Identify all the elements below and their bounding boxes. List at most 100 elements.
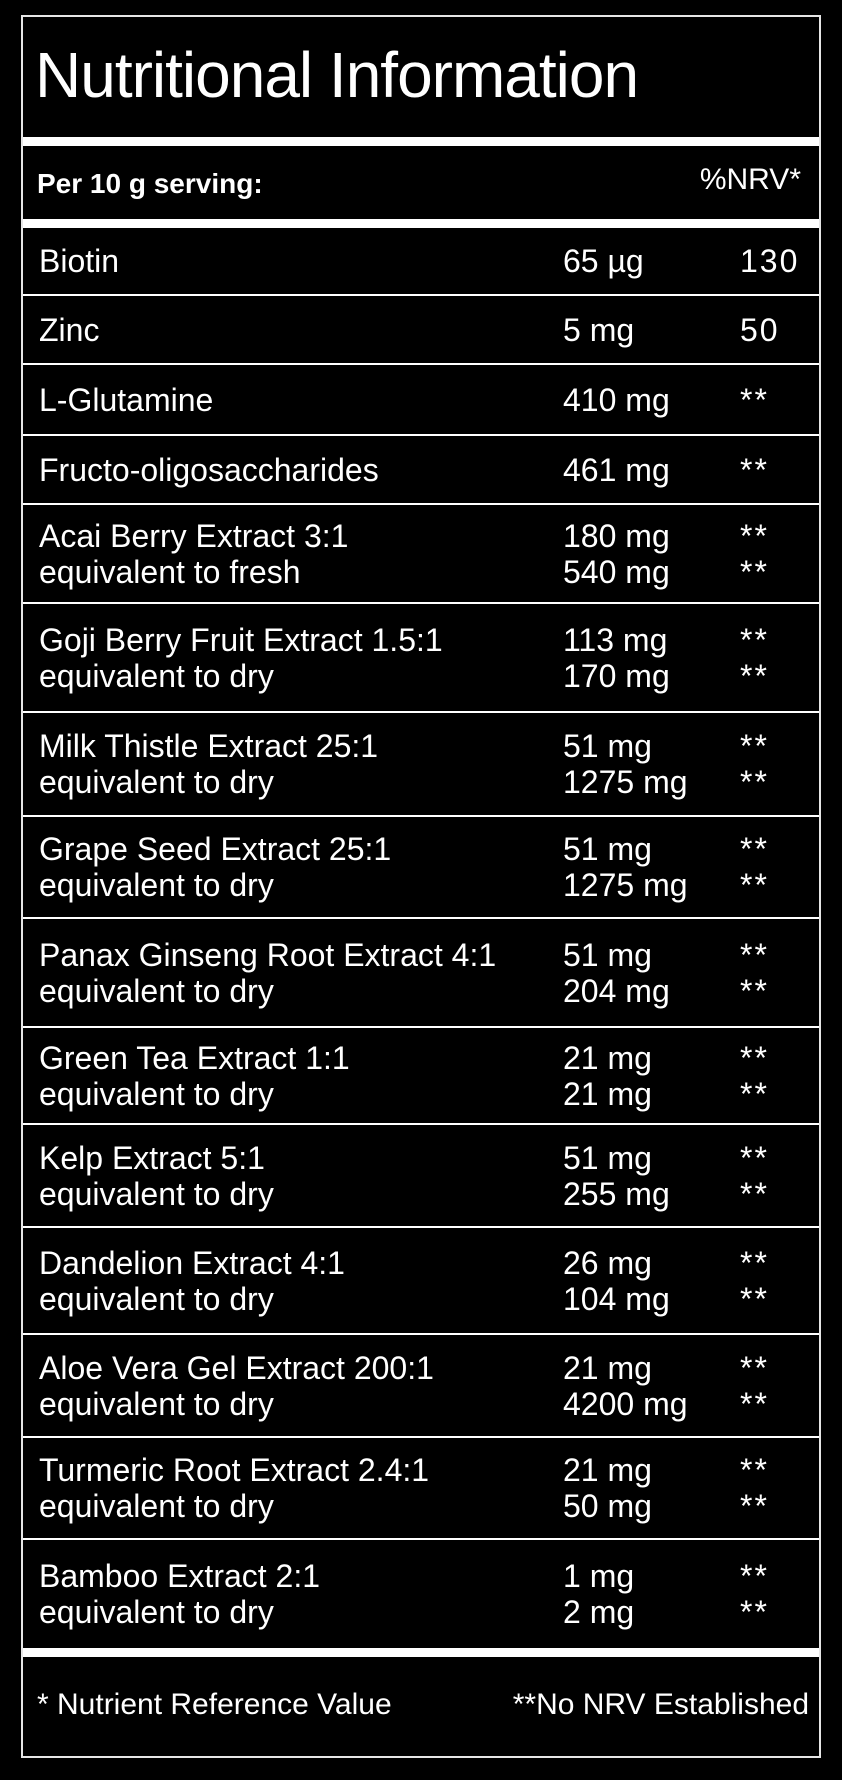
nutrient-name: Fructo-oligosaccharides xyxy=(39,452,379,488)
nutrient-nrv: ** ** xyxy=(740,1040,769,1112)
nutrient-nrv-line: ** xyxy=(740,1594,769,1630)
nutrient-amount-line: 113 mg xyxy=(563,621,668,658)
nutrient-name-line: Zinc xyxy=(39,311,100,348)
nutrient-name-line: equivalent to dry xyxy=(39,867,274,903)
nutrient-nrv-line: ** xyxy=(740,1244,769,1281)
nutrient-row: Zinc 5 mg 50 xyxy=(23,294,819,363)
nutrient-row: L-Glutamine 410 mg ** xyxy=(23,363,819,434)
nutrient-name: Turmeric Root Extract 2.4:1 equivalent to… xyxy=(39,1452,429,1524)
nutrient-nrv: ** ** xyxy=(740,622,769,694)
nutrient-nrv: ** ** xyxy=(740,1245,769,1317)
nutrient-amount: 26 mg 104 mg xyxy=(563,1245,670,1317)
nutrient-name-line: equivalent to dry xyxy=(39,764,274,800)
nutrient-name-line: Green Tea Extract 1:1 xyxy=(39,1039,350,1076)
nutrient-name-line: equivalent to fresh xyxy=(39,553,301,590)
nutrient-name: Dandelion Extract 4:1 equivalent to dry xyxy=(39,1245,345,1317)
nutrient-row: Bamboo Extract 2:1 equivalent to dry 1 mg 2… xyxy=(23,1538,819,1648)
nutrient-nrv-line: ** xyxy=(740,831,769,867)
nutrient-amount: 180 mg 540 mg xyxy=(563,518,670,590)
nutrient-nrv-line: ** xyxy=(740,657,769,694)
nutrient-nrv-line: ** xyxy=(740,972,769,1009)
nutrient-row: Turmeric Root Extract 2.4:1 equivalent to… xyxy=(23,1436,819,1538)
nutrient-nrv-line: ** xyxy=(740,1175,769,1212)
nutrient-amount: 51 mg 255 mg xyxy=(563,1140,670,1212)
nutrient-name-line: Dandelion Extract 4:1 xyxy=(39,1244,345,1281)
nutrient-nrv: ** ** xyxy=(740,1452,769,1524)
nutrient-nrv-line: ** xyxy=(740,1280,769,1317)
nutrient-nrv: ** ** xyxy=(740,937,769,1009)
nutrient-name: Kelp Extract 5:1 equivalent to dry xyxy=(39,1140,274,1212)
nutrient-row: Milk Thistle Extract 25:1 equivalent to d… xyxy=(23,711,819,815)
nutrient-row: Fructo-oligosaccharides 461 mg ** xyxy=(23,434,819,503)
nutrient-name: Green Tea Extract 1:1 equivalent to dry xyxy=(39,1040,350,1112)
nutrient-amount-line: 21 mg xyxy=(563,1039,652,1076)
nutrient-name-line: Goji Berry Fruit Extract 1.5:1 xyxy=(39,621,443,658)
nutrient-amount-line: 180 mg xyxy=(563,517,670,554)
nutrient-nrv-line: ** xyxy=(740,764,769,800)
nutrient-name-line: Turmeric Root Extract 2.4:1 xyxy=(39,1452,430,1488)
nutrient-name-line: Biotin xyxy=(39,242,120,279)
nutrient-row: Grape Seed Extract 25:1 equivalent to dry… xyxy=(23,815,819,917)
nutrient-amount-line: 4200 mg xyxy=(563,1385,688,1422)
nutrient-amount: 21 mg 50 mg xyxy=(563,1452,652,1524)
footnote-no-nrv: **No NRV Established xyxy=(512,1688,809,1721)
nutrient-name-line: equivalent to dry xyxy=(39,1385,274,1422)
nutrient-amount-line: 540 mg xyxy=(563,553,670,590)
nutrient-nrv: ** ** xyxy=(740,1350,769,1422)
nutrient-amount: 113 mg 170 mg xyxy=(563,622,670,694)
nutrient-name: Aloe Vera Gel Extract 200:1 equivalent to… xyxy=(39,1350,434,1422)
nutrient-amount-line: 21 mg xyxy=(563,1452,652,1488)
nutrient-amount: 65 µg xyxy=(563,243,644,279)
nutrient-nrv-line: ** xyxy=(740,621,769,658)
footer-divider xyxy=(23,1648,819,1657)
nutrient-amount-line: 1 mg xyxy=(563,1558,635,1594)
nutrient-amount-line: 51 mg xyxy=(563,831,652,867)
nutrient-row: Panax Ginseng Root Extract 4:1 equivalent… xyxy=(23,917,819,1026)
nutrient-amount-line: 410 mg xyxy=(563,381,670,418)
nutrient-nrv: 130 xyxy=(740,243,799,279)
nutrient-nrv-line: ** xyxy=(740,1452,769,1488)
nutrient-amount-line: 204 mg xyxy=(563,972,670,1009)
nutrient-row: Aloe Vera Gel Extract 200:1 equivalent to… xyxy=(23,1333,819,1436)
nutrient-amount: 51 mg 1275 mg xyxy=(563,728,688,800)
nutrient-amount-line: 65 µg xyxy=(563,242,644,279)
nutrient-name: Bamboo Extract 2:1 equivalent to dry xyxy=(39,1558,320,1630)
nutrient-name: Goji Berry Fruit Extract 1.5:1 equivalent… xyxy=(39,622,443,694)
nutrient-amount-line: 461 mg xyxy=(563,451,670,488)
nutrient-name-line: L-Glutamine xyxy=(39,381,214,418)
nutrient-nrv-line: ** xyxy=(740,1385,769,1422)
nutrient-amount: 461 mg xyxy=(563,452,670,488)
serving-header: Per 10 g serving: %NRV* xyxy=(23,147,819,221)
nutrient-nrv-line: ** xyxy=(740,517,769,554)
nutrient-name-line: Acai Berry Extract 3:1 xyxy=(39,517,349,554)
nutrient-name: L-Glutamine xyxy=(39,382,213,418)
nutrient-name: Biotin xyxy=(39,243,119,279)
serving-label: Per 10 g serving: xyxy=(37,168,263,199)
nutrient-name-line: Bamboo Extract 2:1 xyxy=(39,1558,321,1594)
nutrient-nrv: ** ** xyxy=(740,1558,769,1630)
nutrient-nrv-line: ** xyxy=(740,728,769,764)
nutrient-amount-line: 255 mg xyxy=(563,1175,670,1212)
nutrient-name-line: equivalent to dry xyxy=(39,972,274,1009)
nutrient-amount-line: 50 mg xyxy=(563,1488,652,1524)
nutrient-nrv-line: ** xyxy=(740,1488,769,1524)
nutrient-name-line: equivalent to dry xyxy=(39,1488,274,1524)
nutrient-amount: 21 mg 4200 mg xyxy=(563,1350,688,1422)
nutrient-name-line: Panax Ginseng Root Extract 4:1 xyxy=(39,936,497,973)
nutrient-name-line: Milk Thistle Extract 25:1 xyxy=(39,728,379,764)
nutrient-name: Panax Ginseng Root Extract 4:1 equivalent… xyxy=(39,937,496,1009)
nutrient-name-line: equivalent to dry xyxy=(39,1175,274,1212)
nutrient-amount: 21 mg 21 mg xyxy=(563,1040,652,1112)
nutrient-amount-line: 26 mg xyxy=(563,1244,652,1281)
nutrient-amount-line: 2 mg xyxy=(563,1594,635,1630)
nutrient-name: Acai Berry Extract 3:1 equivalent to fres… xyxy=(39,518,348,590)
nutrient-nrv-line: ** xyxy=(740,867,769,903)
nutrient-amount-line: 1275 mg xyxy=(563,764,688,800)
nutrient-nrv-line: ** xyxy=(740,381,769,418)
nutrient-nrv: ** ** xyxy=(740,1140,769,1212)
nutrient-row: Biotin 65 µg 130 xyxy=(23,227,819,294)
nutrient-amount-line: 170 mg xyxy=(563,657,670,694)
nutrient-amount: 1 mg 2 mg xyxy=(563,1558,634,1630)
nutrient-amount-line: 21 mg xyxy=(563,1349,652,1386)
nutrient-nrv-line: ** xyxy=(740,1349,769,1386)
